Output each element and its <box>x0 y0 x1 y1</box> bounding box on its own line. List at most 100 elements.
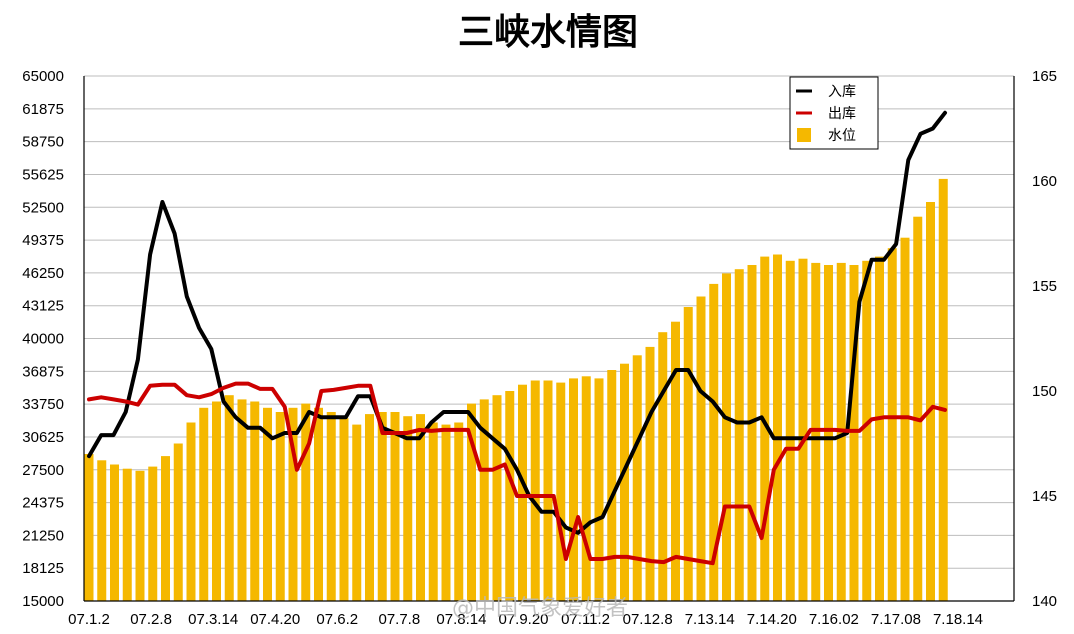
water-level-bar <box>352 424 362 601</box>
water-level-bar <box>938 178 948 601</box>
water-level-bar <box>275 412 285 601</box>
water-level-bar <box>671 321 680 601</box>
water-level-bar <box>110 464 119 601</box>
x-tick-label: 07.8.14 <box>436 611 486 628</box>
x-tick-label: 07.2.8 <box>130 611 172 628</box>
water-level-bar <box>135 470 145 601</box>
water-level-bar <box>314 407 323 601</box>
water-level-bar <box>339 418 349 601</box>
x-tick-label: 7.17.08 <box>871 611 921 628</box>
right-tick-label: 160 <box>1032 173 1057 190</box>
water-level-bar <box>632 355 642 601</box>
water-level-bar <box>390 412 400 601</box>
legend-label: 入库 <box>828 84 856 100</box>
water-level-bar <box>875 256 884 601</box>
x-axis-ticks: 07.1.2 07.2.8 07.3.14 07.4.20 07.6.2 07.7.8 07… <box>68 611 983 628</box>
water-level-bar <box>237 399 247 601</box>
water-level-bar <box>530 380 540 601</box>
water-level-bar <box>824 265 833 601</box>
water-level-bar <box>288 407 298 601</box>
left-tick-label: 30625 <box>22 429 64 446</box>
right-axis-ticks: 140 145 150 155 160 165 <box>1032 68 1057 610</box>
chart-title: 三峡水情图 <box>458 12 638 53</box>
water-level-bar <box>505 391 515 601</box>
water-level-bar <box>785 260 795 601</box>
water-level-bar <box>696 296 706 601</box>
x-tick-label: 7.18.14 <box>933 611 983 628</box>
x-tick-label: 07.7.8 <box>378 611 420 628</box>
water-level-bar <box>862 260 872 601</box>
water-level-bar <box>722 273 731 601</box>
water-level-bar <box>569 378 578 601</box>
x-tick-label: 7.14.20 <box>747 611 797 628</box>
water-level-bar <box>84 454 94 601</box>
water-level-bar <box>607 370 617 601</box>
water-level-bar <box>97 460 107 601</box>
right-tick-label: 140 <box>1032 593 1057 610</box>
water-level-bar <box>709 283 719 601</box>
left-tick-label: 49375 <box>22 232 64 249</box>
legend-swatch <box>797 128 811 142</box>
water-level-bar <box>556 382 566 601</box>
left-tick-label: 18125 <box>22 560 64 577</box>
left-tick-label: 24375 <box>22 495 64 512</box>
x-tick-label: 07.3.14 <box>188 611 238 628</box>
left-tick-label: 46250 <box>22 265 64 282</box>
water-level-bar <box>377 412 387 601</box>
x-tick-label: 7.16.02 <box>809 611 859 628</box>
water-level-bar <box>926 202 935 601</box>
left-tick-label: 36875 <box>22 363 64 380</box>
water-level-bar <box>849 265 859 601</box>
water-level-bar <box>645 346 655 601</box>
water-level-bar <box>594 378 604 601</box>
left-tick-label: 27500 <box>22 462 64 479</box>
water-level-bar <box>148 466 158 601</box>
water-level-bar <box>403 416 413 601</box>
x-tick-label: 07.11.2 <box>561 611 610 628</box>
outflow-line <box>87 381 947 566</box>
left-tick-label: 15000 <box>22 593 64 610</box>
water-level-bar <box>887 248 897 601</box>
x-tick-label: 07.4.20 <box>250 611 300 628</box>
x-tick-label: 07.6.2 <box>316 611 358 628</box>
water-level-bar <box>326 412 336 601</box>
left-tick-label: 65000 <box>22 68 64 85</box>
right-tick-label: 150 <box>1032 383 1057 400</box>
water-level-bar <box>122 468 132 601</box>
inflow-line <box>87 110 947 535</box>
left-tick-label: 33750 <box>22 396 64 413</box>
left-tick-label: 52500 <box>22 199 64 216</box>
left-tick-label: 58750 <box>22 134 64 151</box>
x-tick-label: 07.12.8 <box>623 611 673 628</box>
right-tick-label: 155 <box>1032 278 1057 295</box>
flow-lines <box>87 110 947 566</box>
water-level-bar <box>161 456 170 601</box>
left-axis-ticks: 15000 18125 21250 24375 27500 30625 33750 36875… <box>22 68 64 610</box>
water-level-bar <box>199 407 209 601</box>
water-level-bar <box>263 407 272 601</box>
water-level-bar <box>212 401 221 601</box>
water-level-bar <box>913 216 923 601</box>
water-level-bar <box>798 258 808 601</box>
water-level-bar <box>900 237 910 601</box>
water-level-bar <box>658 332 668 601</box>
water-level-bar <box>428 422 438 601</box>
x-tick-label: 7.13.14 <box>685 611 735 628</box>
water-level-bar <box>365 414 374 601</box>
x-tick-label: 07.1.2 <box>68 611 110 628</box>
axes <box>83 76 1015 602</box>
water-level-bar <box>416 414 425 601</box>
watermark-text: @中国气象爱好者 <box>452 596 628 621</box>
water-level-bar <box>581 376 591 601</box>
water-level-bar <box>492 395 502 601</box>
water-level-bar <box>734 269 744 601</box>
water-level-bar <box>173 443 183 601</box>
left-tick-label: 43125 <box>22 298 64 315</box>
water-level-bar <box>683 307 693 601</box>
water-level-bars <box>84 178 948 601</box>
water-level-bar <box>479 399 489 601</box>
legend-label: 出库 <box>828 106 856 122</box>
right-tick-label: 145 <box>1032 488 1057 505</box>
